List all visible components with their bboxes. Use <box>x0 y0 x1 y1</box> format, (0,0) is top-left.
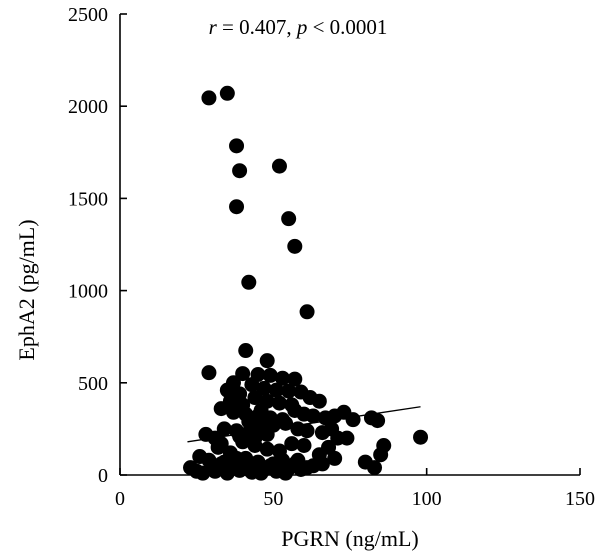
x-tick-label: 100 <box>412 488 442 510</box>
data-point <box>278 465 294 481</box>
data-point <box>299 423 315 439</box>
data-point <box>216 421 232 437</box>
data-point <box>229 199 245 215</box>
correlation-annotation: r = 0.407, p < 0.0001 <box>209 15 388 39</box>
annotation-r-value: = 0.407, <box>217 15 297 39</box>
data-point <box>281 383 297 399</box>
data-point <box>213 401 229 417</box>
data-point <box>259 426 275 442</box>
x-tick-label: 0 <box>115 488 125 510</box>
data-point <box>305 458 321 474</box>
data-point <box>253 465 269 481</box>
data-point <box>219 85 235 101</box>
y-tick-label: 0 <box>98 465 108 487</box>
data-point <box>271 395 287 411</box>
data-point <box>256 380 272 396</box>
data-point <box>241 461 257 477</box>
annotation-p-symbol: p <box>295 15 308 39</box>
data-point <box>281 211 297 227</box>
data-point <box>345 412 361 428</box>
data-point <box>238 343 254 359</box>
data-point <box>232 163 248 179</box>
data-point <box>268 382 284 398</box>
data-point <box>287 371 303 387</box>
data-point <box>330 430 346 446</box>
data-point <box>278 415 294 431</box>
y-tick-label: 2500 <box>68 4 108 26</box>
data-point <box>235 366 251 382</box>
data-point <box>284 436 300 452</box>
data-point <box>413 429 429 445</box>
data-point <box>287 238 303 254</box>
y-axis: 0 500 1000 1500 2000 2500 <box>68 4 127 487</box>
y-tick-label: 1000 <box>68 281 108 303</box>
data-point <box>373 447 389 463</box>
data-point <box>241 414 257 430</box>
y-tick-label: 2000 <box>68 96 108 118</box>
data-point <box>265 456 281 472</box>
data-point <box>232 428 248 444</box>
data-point <box>229 450 245 466</box>
data-point <box>216 454 232 470</box>
data-point <box>247 390 263 406</box>
data-points <box>183 85 429 481</box>
data-point <box>296 437 312 453</box>
x-axis: 0 50 100 150 <box>115 468 595 510</box>
data-point <box>262 367 278 383</box>
x-tick-label: 150 <box>565 488 595 510</box>
data-point <box>241 274 257 290</box>
data-point <box>305 408 321 424</box>
data-point <box>299 304 315 320</box>
data-point <box>259 441 275 457</box>
data-point <box>275 370 291 386</box>
annotation-r-symbol: r <box>209 15 218 39</box>
data-point <box>321 439 337 455</box>
data-point <box>253 402 269 418</box>
data-point <box>367 460 383 476</box>
x-axis-title: PGRN (ng/mL) <box>281 526 419 551</box>
data-point <box>201 365 217 381</box>
data-point <box>229 138 245 154</box>
data-point <box>259 353 275 369</box>
data-point <box>271 158 287 174</box>
data-point <box>327 450 343 466</box>
data-point <box>311 393 327 409</box>
data-point <box>290 452 306 468</box>
data-point <box>244 377 260 393</box>
data-point <box>247 430 263 446</box>
annotation-p-value: < 0.0001 <box>307 15 387 39</box>
y-axis-title: EphA2 (pg/mL) <box>14 219 39 360</box>
y-tick-label: 1500 <box>68 188 108 210</box>
x-tick-label: 50 <box>263 488 283 510</box>
y-tick-label: 500 <box>78 373 108 395</box>
data-point <box>204 460 220 476</box>
data-point <box>213 436 229 452</box>
data-point <box>225 404 241 420</box>
data-point <box>370 413 386 429</box>
data-point <box>201 90 217 106</box>
